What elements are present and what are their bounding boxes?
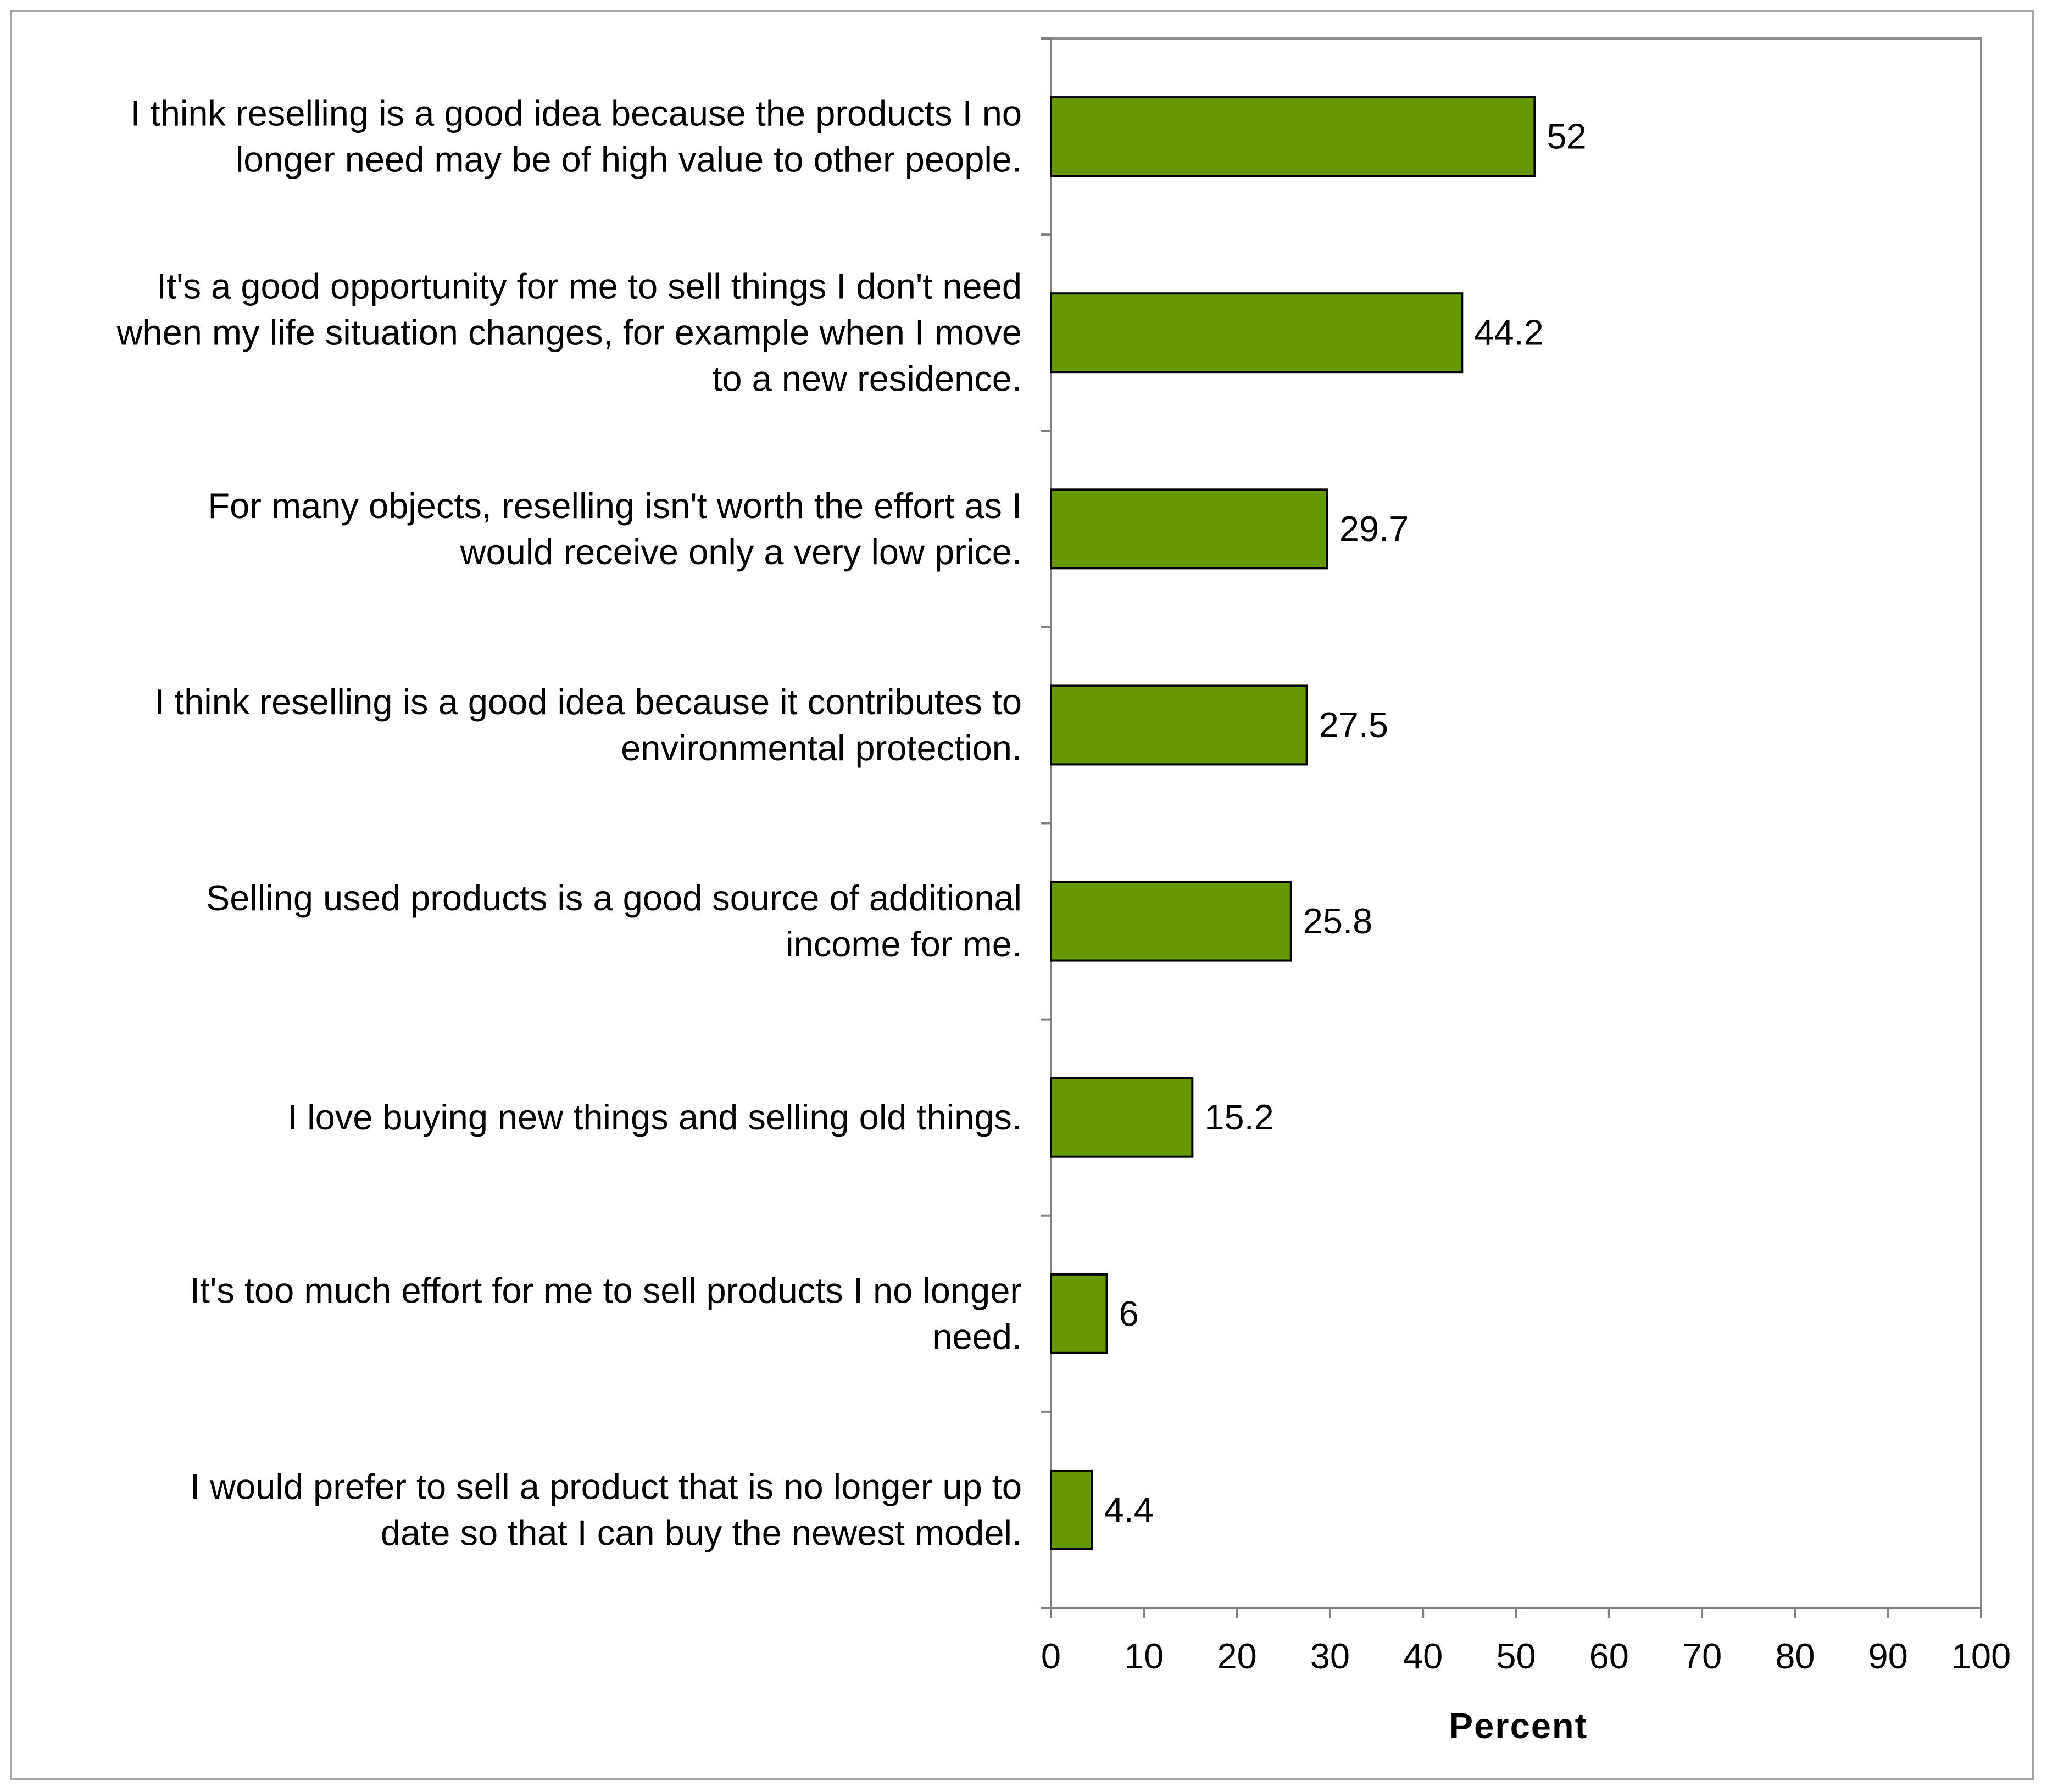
- x-tick-label: 60: [1589, 1636, 1629, 1676]
- data-label: 6: [1119, 1293, 1139, 1333]
- data-label: 27.5: [1319, 705, 1389, 745]
- data-label: 52: [1547, 116, 1586, 157]
- plot-area: [1050, 37, 1982, 1609]
- x-tick-label: 70: [1682, 1636, 1722, 1676]
- category-label: to a new residence.: [712, 359, 1022, 399]
- x-tick-label: 90: [1868, 1636, 1908, 1676]
- data-label: 15.2: [1204, 1097, 1274, 1137]
- category-label: environmental protection.: [621, 728, 1022, 768]
- category-label: need.: [932, 1316, 1022, 1356]
- bar: [1050, 1077, 1194, 1158]
- category-label: longer need may be of high value to othe…: [236, 140, 1022, 180]
- x-tick-label: 10: [1124, 1636, 1164, 1676]
- category-label: It's a good opportunity for me to sell t…: [157, 266, 1022, 307]
- category-label: Selling used products is a good source o…: [206, 878, 1022, 918]
- x-axis-title: Percent: [1449, 1706, 1588, 1746]
- data-label: 44.2: [1474, 313, 1544, 353]
- category-label: would receive only a very low price.: [460, 532, 1022, 572]
- category-label: For many objects, reselling isn't worth …: [208, 486, 1022, 526]
- x-tick-label: 40: [1403, 1636, 1443, 1676]
- category-label: when my life situation changes, for exam…: [116, 313, 1022, 353]
- bar: [1050, 292, 1464, 374]
- chart-frame: [10, 10, 2034, 1780]
- bar: [1050, 488, 1328, 570]
- x-tick-label: 0: [1041, 1636, 1061, 1676]
- category-label: I would prefer to sell a product that is…: [190, 1466, 1022, 1506]
- category-label: income for me.: [786, 924, 1022, 964]
- category-label: date so that I can buy the newest model.: [381, 1512, 1022, 1552]
- bar: [1050, 96, 1536, 177]
- bar: [1050, 1273, 1108, 1354]
- x-tick-label: 50: [1496, 1636, 1536, 1676]
- category-label: I think reselling is a good idea because…: [131, 93, 1022, 133]
- category-label: I think reselling is a good idea because…: [154, 682, 1022, 722]
- x-tick-label: 80: [1775, 1636, 1815, 1676]
- x-tick-label: 20: [1217, 1636, 1256, 1676]
- category-label: I love buying new things and selling old…: [287, 1097, 1022, 1137]
- x-tick-label: 100: [1951, 1636, 2011, 1676]
- bar: [1050, 881, 1292, 962]
- data-label: 29.7: [1339, 509, 1409, 549]
- bar: [1050, 684, 1308, 766]
- category-label: It's too much effort for me to sell prod…: [190, 1270, 1022, 1310]
- data-label: 4.4: [1104, 1489, 1153, 1529]
- x-tick-label: 30: [1310, 1636, 1350, 1676]
- data-label: 25.8: [1303, 901, 1373, 941]
- bar: [1050, 1469, 1093, 1550]
